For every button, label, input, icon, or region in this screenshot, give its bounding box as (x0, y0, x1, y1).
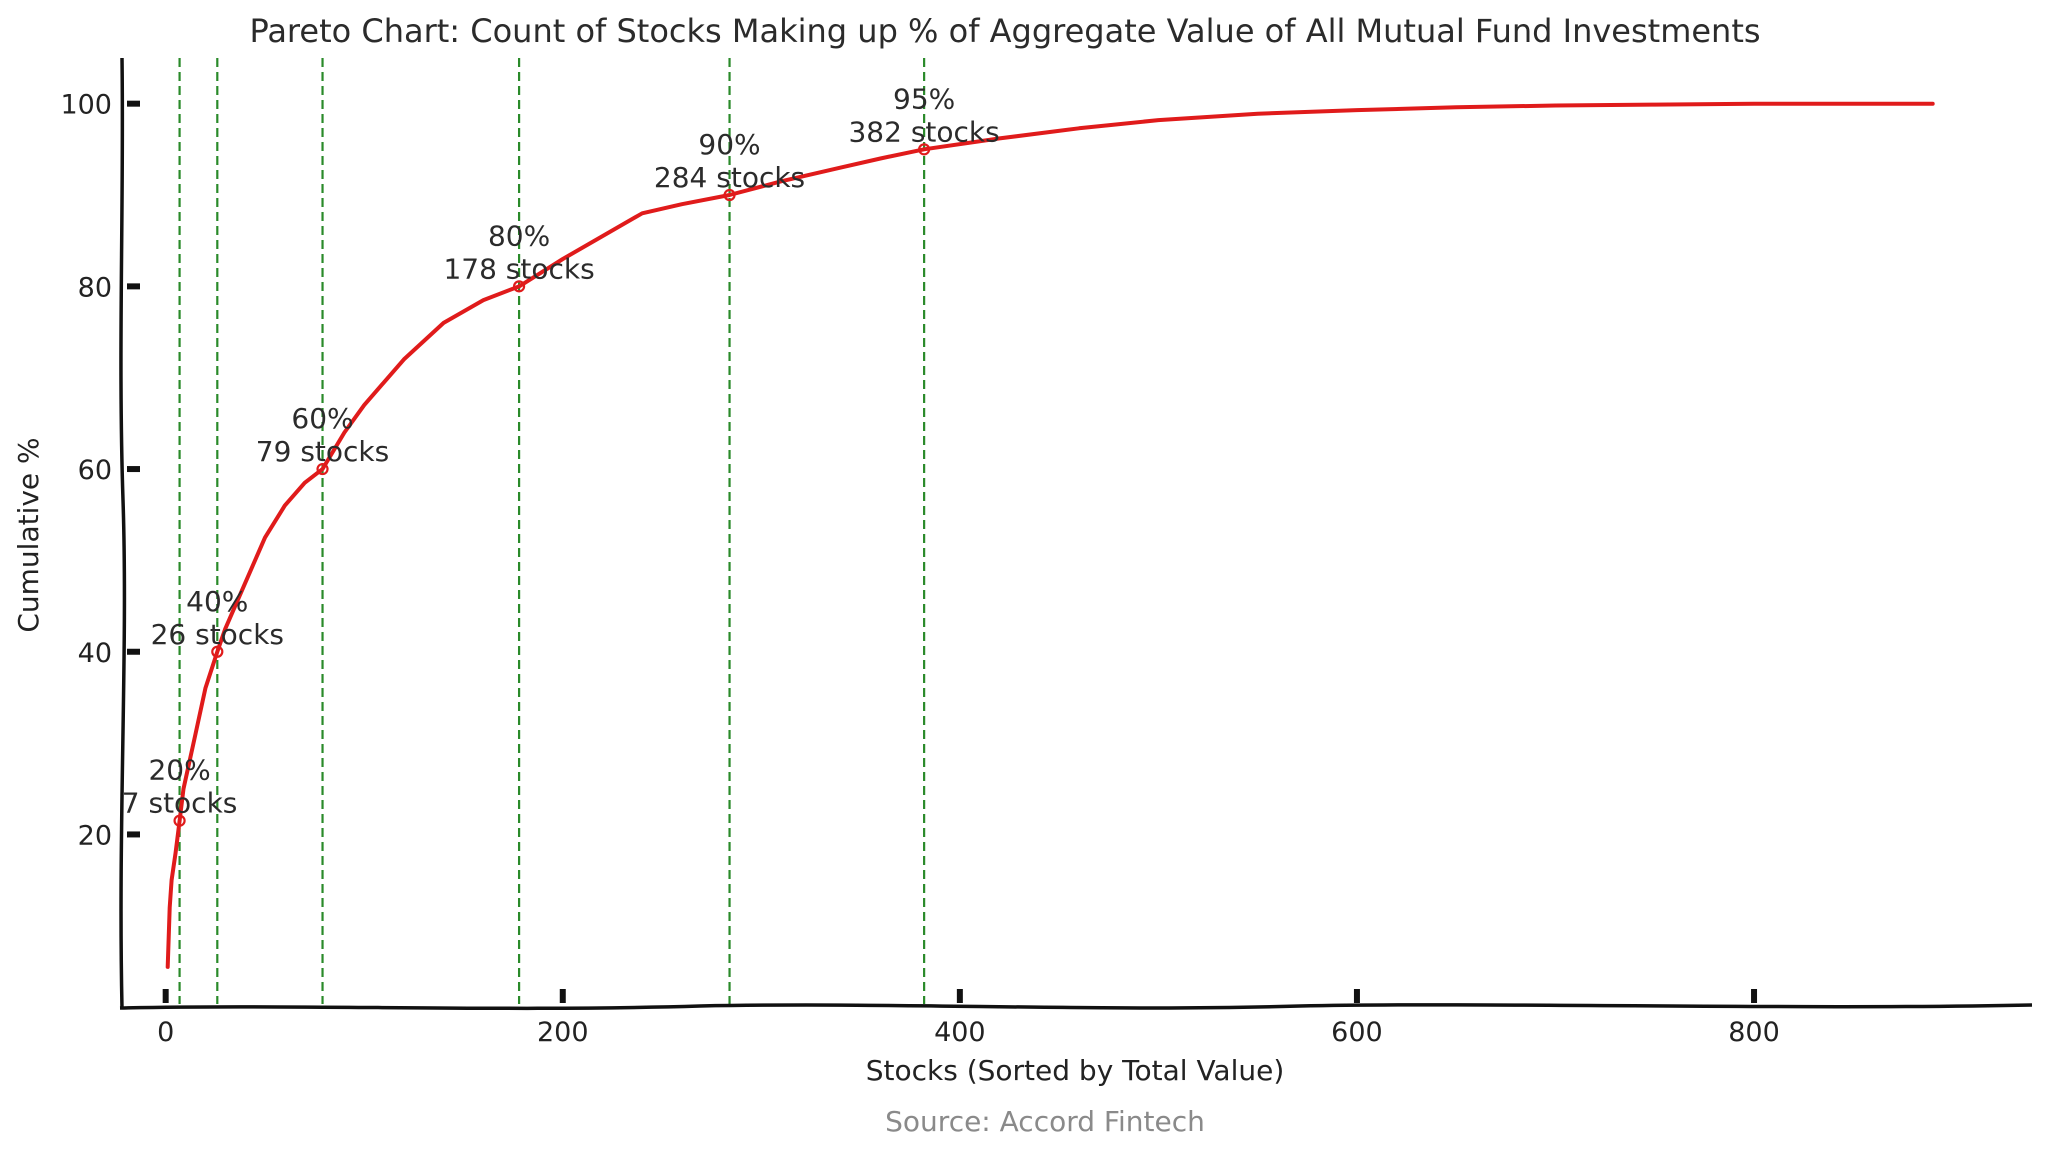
threshold-count-label: 284 stocks (654, 161, 805, 194)
threshold-lines (178, 58, 926, 1004)
chart-title: Pareto Chart: Count of Stocks Making up … (249, 12, 1760, 50)
threshold-percent-label: 95% (893, 82, 955, 115)
y-tick-label: 80 (78, 272, 112, 303)
threshold-marker (316, 462, 329, 476)
threshold-count-label: 7 stocks (122, 787, 238, 820)
y-tick-label: 100 (60, 90, 112, 121)
y-tick-label: 40 (78, 638, 112, 669)
threshold-marker (173, 814, 186, 827)
y-ticks: 20 40 60 80 100 (60, 90, 140, 851)
threshold-percent-label: 80% (488, 219, 550, 252)
threshold-count-label: 178 stocks (443, 252, 594, 285)
threshold-marker (211, 645, 224, 658)
threshold-marker (512, 280, 526, 293)
y-axis-label: Cumulative % (12, 437, 45, 632)
y-tick-label: 20 (78, 820, 112, 851)
threshold-annotations: 20%7 stocks 40%26 stocks 60%79 stocks 80%17… (122, 82, 1000, 819)
cumulative-curve (165, 101, 1935, 969)
threshold-markers (173, 143, 931, 827)
x-ticks: 0 200 400 600 800 (157, 989, 1780, 1048)
threshold-percent-label: 90% (698, 128, 760, 161)
x-axis-line (119, 1003, 2033, 1011)
x-tick-label: 0 (157, 1017, 174, 1048)
threshold-percent-label: 40% (186, 585, 248, 618)
axes (119, 57, 2033, 1011)
x-axis-label: Stocks (Sorted by Total Value) (866, 1054, 1285, 1087)
x-tick-label: 200 (537, 1017, 589, 1048)
threshold-percent-label: 60% (291, 402, 353, 435)
threshold-marker (723, 188, 736, 202)
threshold-count-label: 26 stocks (151, 618, 284, 651)
x-tick-label: 400 (934, 1017, 986, 1048)
y-tick-label: 60 (78, 455, 112, 486)
threshold-marker (918, 143, 931, 156)
threshold-percent-label: 20% (148, 754, 210, 787)
threshold-count-label: 79 stocks (256, 435, 389, 468)
x-tick-label: 600 (1331, 1017, 1383, 1048)
source-note: Source: Accord Fintech (885, 1105, 1205, 1138)
y-axis-line (119, 57, 127, 1009)
x-tick-label: 800 (1728, 1017, 1780, 1048)
threshold-count-label: 382 stocks (848, 115, 999, 148)
